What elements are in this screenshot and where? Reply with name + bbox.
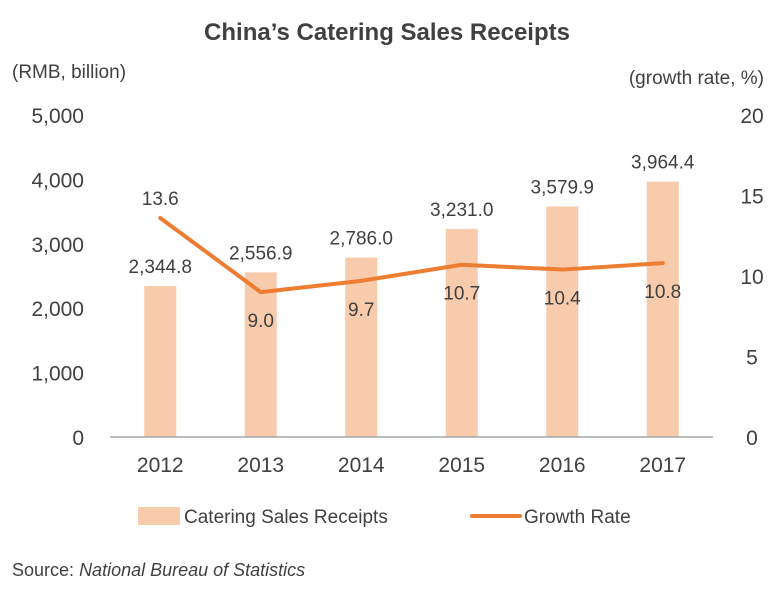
line-series (158, 216, 665, 295)
bar-value-label: 3,964.4 (631, 153, 695, 174)
legend-line-label: Growth Rate (524, 507, 631, 528)
growth-rate-line (158, 216, 665, 295)
left-tick-label: 3,000 (31, 234, 84, 257)
bar-value-label: 3,231.0 (430, 200, 493, 221)
line-data-labels: 13.6 9.0 9.7 10.7 10.4 10.8 (142, 189, 681, 332)
growth-rate-point-2017 (661, 261, 665, 265)
x-tick-label: 2013 (237, 454, 284, 477)
left-tick-label: 2,000 (31, 298, 84, 321)
x-axis-ticks: 2012 2013 2014 2015 2016 2017 (137, 454, 686, 477)
bar-2014 (345, 257, 378, 437)
left-axis-unit: (RMB, billion) (12, 62, 126, 83)
x-tick-label: 2016 (539, 454, 586, 477)
left-tick-label: 5,000 (31, 105, 84, 128)
growth-rate-label: 9.7 (348, 300, 374, 321)
bar-value-label: 3,579.9 (531, 177, 594, 198)
growth-rate-point-2015 (460, 263, 464, 267)
bar-value-label: 2,786.0 (330, 229, 393, 250)
bar-2017 (646, 181, 679, 437)
bar-series (144, 181, 679, 437)
x-tick-label: 2015 (438, 454, 485, 477)
bar-2013 (244, 272, 277, 437)
growth-rate-point-2016 (560, 268, 564, 272)
left-tick-label: 1,000 (31, 363, 84, 386)
legend-bar-swatch (138, 507, 180, 525)
bar-2015 (445, 228, 478, 437)
legend-bar-label: Catering Sales Receipts (184, 507, 388, 528)
x-tick-label: 2014 (338, 454, 385, 477)
legend: Catering Sales Receipts Growth Rate (138, 507, 631, 528)
left-tick-label: 4,000 (31, 169, 84, 192)
right-axis-ticks: 0 5 10 15 20 (740, 105, 763, 450)
growth-rate-label: 13.6 (142, 189, 179, 210)
growth-rate-point-2012 (158, 216, 162, 220)
chart-title: China’s Catering Sales Receipts (204, 19, 570, 46)
growth-rate-label: 10.8 (644, 282, 681, 303)
right-axis-unit: (growth rate, %) (629, 68, 764, 89)
bar-data-labels: 2,344.8 2,556.9 2,786.0 3,231.0 3,579.9 3,964… (129, 153, 695, 278)
growth-rate-point-2014 (359, 279, 363, 283)
growth-rate-label: 10.7 (443, 284, 480, 305)
right-tick-label: 20 (740, 105, 763, 128)
source-note: Source: National Bureau of Statistics (12, 560, 305, 581)
growth-rate-label: 9.0 (248, 311, 274, 332)
source-label: Source: (12, 560, 75, 580)
left-tick-label: 0 (72, 427, 84, 450)
growth-rate-label: 10.4 (544, 289, 581, 310)
right-tick-label: 15 (740, 186, 763, 209)
bar-value-label: 2,556.9 (229, 243, 292, 264)
bar-2012 (144, 285, 177, 437)
source-name: National Bureau of Statistics (79, 560, 306, 580)
x-tick-label: 2017 (639, 454, 686, 477)
left-axis-ticks: 0 1,000 2,000 3,000 4,000 5,000 (31, 105, 84, 450)
right-tick-label: 10 (740, 266, 763, 289)
bar-2016 (546, 206, 579, 437)
x-tick-label: 2012 (137, 454, 184, 477)
right-tick-label: 5 (746, 347, 758, 370)
growth-rate-point-2013 (259, 290, 263, 294)
bar-value-label: 2,344.8 (129, 257, 192, 278)
right-tick-label: 0 (746, 427, 758, 450)
